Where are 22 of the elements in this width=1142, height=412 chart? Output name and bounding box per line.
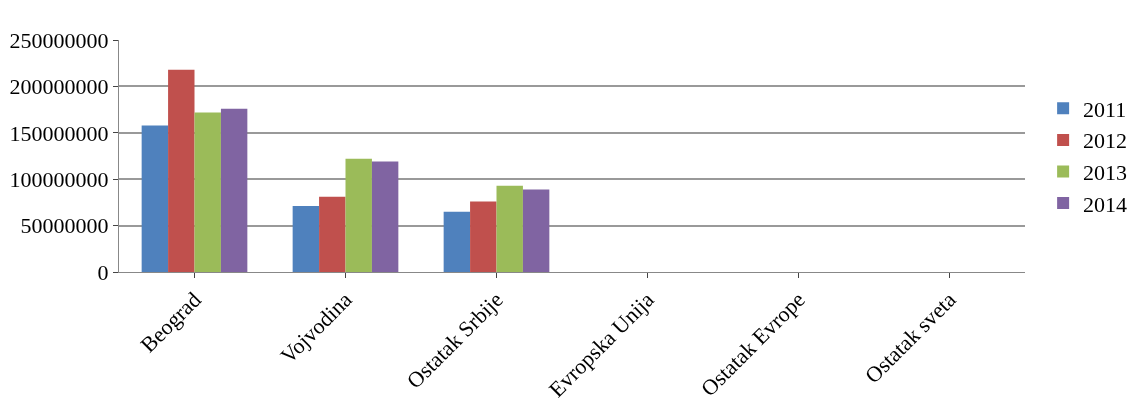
bar xyxy=(141,125,169,272)
y-tick-label: 250000000 xyxy=(9,27,109,53)
y-tick-label: 100000000 xyxy=(9,166,109,192)
legend-label: 2011 xyxy=(1083,96,1127,122)
legend-label: 2014 xyxy=(1083,191,1128,217)
bar xyxy=(319,196,346,272)
bar xyxy=(522,189,550,272)
bar xyxy=(168,69,195,272)
bar xyxy=(470,201,497,272)
bar xyxy=(443,211,471,272)
y-tick-label: 200000000 xyxy=(9,74,109,100)
bar xyxy=(292,206,320,272)
bar xyxy=(220,108,248,272)
bar xyxy=(371,161,399,272)
legend-label: 2013 xyxy=(1083,160,1128,186)
legend-label: 2012 xyxy=(1083,128,1128,154)
y-tick-label: 150000000 xyxy=(9,120,109,146)
bar xyxy=(496,185,523,272)
y-tick-label: 50000000 xyxy=(20,213,109,239)
bar xyxy=(194,112,221,272)
y-tick-label: 0 xyxy=(97,259,109,285)
bar xyxy=(345,158,372,272)
